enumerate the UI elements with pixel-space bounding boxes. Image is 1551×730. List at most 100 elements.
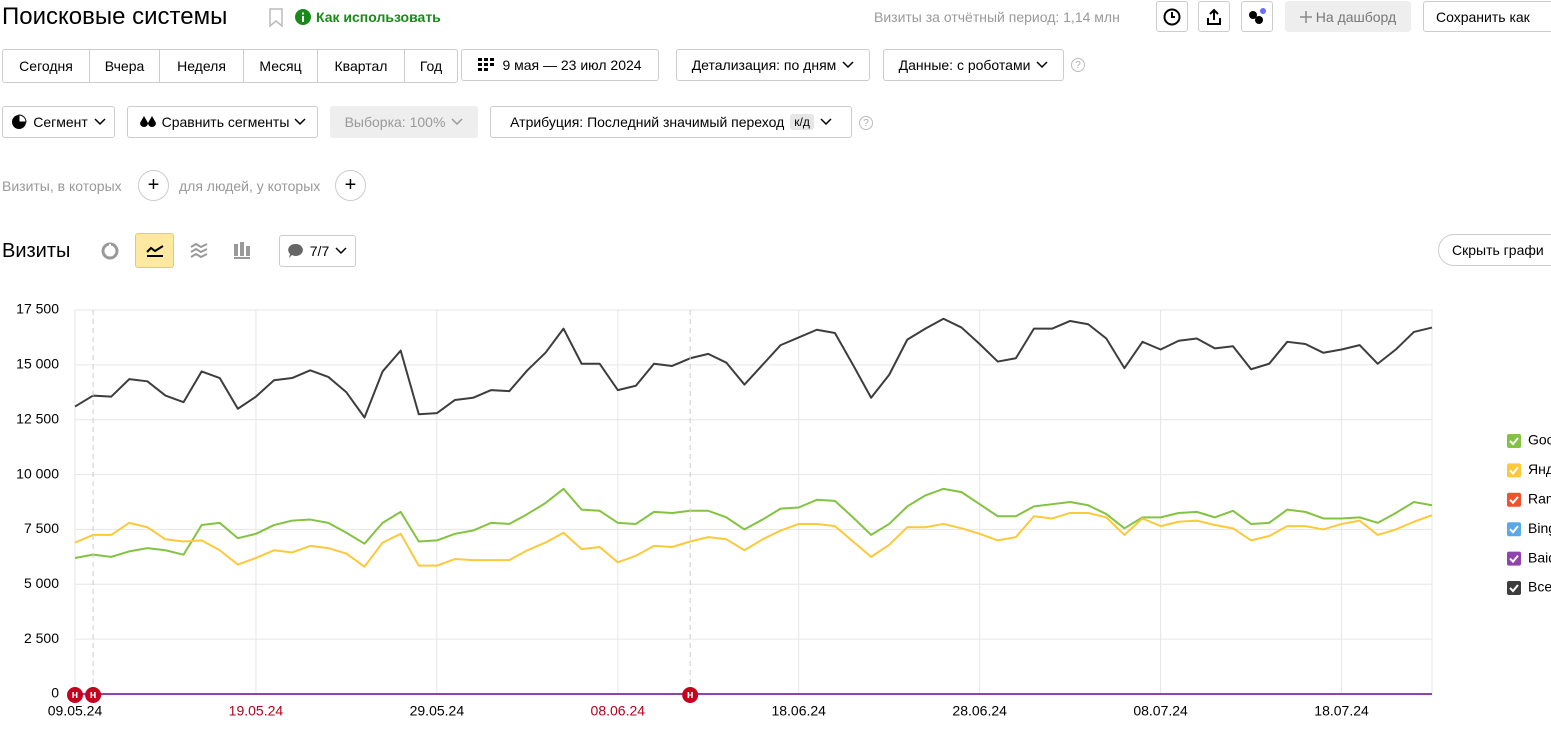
dashboard-button[interactable]: На дашборд [1285, 1, 1411, 32]
legend-label: Ram [1528, 491, 1551, 507]
x-tick-label: 08.06.24 [591, 703, 646, 719]
legend-item[interactable]: Baid [1507, 549, 1551, 566]
legend-label: Янд [1528, 461, 1551, 477]
legend-label: Goo [1528, 432, 1551, 448]
x-tick-label: 18.06.24 [771, 703, 826, 719]
help-icon[interactable]: ? [859, 116, 873, 130]
period-button[interactable]: Год [404, 49, 458, 83]
plot-border [74, 309, 1433, 695]
help-link[interactable]: Как использовать [295, 8, 441, 26]
drops-icon [139, 116, 156, 127]
annotation-marker[interactable] [67, 687, 83, 703]
legend-label: Все [1528, 579, 1551, 595]
clock-icon [1163, 8, 1181, 25]
x-tick-label: 09.05.24 [48, 703, 103, 719]
period-button[interactable]: Месяц [243, 49, 318, 83]
info-icon [295, 9, 311, 25]
legend-check [1509, 437, 1519, 446]
plus-icon [1299, 10, 1312, 23]
data-mode-text: Данные: с роботами [898, 57, 1031, 73]
add-people-condition[interactable]: + [335, 170, 366, 201]
annotations-button[interactable]: 7/7 [279, 235, 356, 267]
help-icon[interactable]: ? [1071, 58, 1085, 72]
detail-text: Детализация: по дням [691, 57, 837, 73]
annotations-count: 7/7 [309, 243, 330, 259]
data-mode-dropdown[interactable]: Данные: с роботами [883, 49, 1064, 81]
area-chart-toggle[interactable] [190, 243, 208, 259]
people-condition-label: для людей, у которых [179, 178, 321, 194]
segment-button[interactable]: Сегмент [2, 106, 115, 138]
x-tick-label: 08.07.24 [1133, 703, 1188, 719]
visits-condition-label: Визиты, в которых [2, 178, 122, 194]
legend-check [1509, 525, 1519, 534]
page-title: Поисковые системы [2, 3, 228, 30]
period-button[interactable]: Сегодня [2, 49, 90, 83]
help-link-text: Как использовать [316, 9, 441, 25]
legend-item[interactable]: Все [1507, 579, 1551, 595]
assistant-button[interactable] [1241, 1, 1273, 32]
period-button[interactable]: Вчера [89, 49, 160, 83]
chevron [451, 118, 463, 126]
chevron [842, 61, 854, 69]
line-icon [146, 245, 164, 257]
attribution-dropdown[interactable]: Атрибуция: Последний значимый переход к/д [490, 106, 852, 138]
save-button[interactable]: Сохранить как [1423, 1, 1551, 32]
export-button[interactable] [1198, 1, 1230, 32]
legend-label: Baid [1528, 549, 1551, 565]
add-visit-condition[interactable]: + [138, 170, 169, 201]
x-tick-label: 29.05.24 [410, 703, 465, 719]
period-button[interactable]: Неделя [159, 49, 244, 83]
chevron [94, 118, 106, 126]
y-tick-label: 10 000 [16, 465, 59, 481]
legend-check [1509, 496, 1519, 505]
line-chart-toggle[interactable] [135, 233, 174, 268]
history-button[interactable] [1156, 1, 1188, 32]
legend-item[interactable]: Goo [1507, 432, 1551, 448]
y-tick-label: 2 500 [24, 630, 59, 646]
legend-checkbox [1507, 522, 1521, 537]
chevron [1036, 61, 1048, 69]
sample-text: Выборка: 100% [344, 114, 446, 130]
chart: 0 2 500 5 000 7 500 10 000 12 500 15 000 17 500… [16, 301, 1551, 719]
legend-check [1509, 584, 1519, 593]
date-range-text: 9 мая — 23 июл 2024 [502, 57, 642, 73]
legend-item[interactable]: Янд [1507, 461, 1551, 478]
export-icon [1207, 8, 1221, 25]
y-tick-label: 17 500 [16, 301, 59, 317]
hide-chart-button[interactable]: Скрыть графи [1438, 234, 1551, 266]
pie-chart-toggle[interactable] [101, 242, 119, 260]
series-line [74, 511, 1433, 568]
bookmark-icon[interactable] [268, 8, 284, 28]
detail-dropdown[interactable]: Детализация: по дням [676, 49, 870, 81]
legend-checkbox [1507, 551, 1521, 566]
period-group: Сегодня Вчера Неделя Месяц Квартал Год [2, 49, 458, 83]
legend-check [1509, 554, 1519, 564]
annotation-marker[interactable] [85, 687, 102, 703]
date-range-button[interactable]: 9 мая — 23 июл 2024 [461, 49, 659, 81]
chart-section-title: Визиты [2, 240, 71, 262]
legend-item[interactable]: Bing [1507, 520, 1551, 537]
x-tick-label: 28.06.24 [952, 703, 1007, 719]
bar-chart-toggle[interactable] [234, 242, 252, 259]
legend-checkbox [1507, 434, 1521, 448]
attribution-text: Атрибуция: Последний значимый переход [510, 114, 785, 130]
comment-icon [287, 243, 303, 258]
legend-item[interactable]: Ram [1507, 491, 1551, 507]
compare-text: Сравнить сегменты [161, 114, 290, 130]
period-button[interactable]: Квартал [317, 49, 405, 83]
segment-text: Сегмент [33, 114, 88, 130]
annotation-label: н [72, 689, 79, 701]
sample-button[interactable]: Выборка: 100% [330, 106, 478, 138]
series-line [74, 317, 1433, 419]
y-tick-label: 12 500 [16, 410, 59, 426]
y-tick-label: 15 000 [16, 356, 59, 372]
y-tick-label: 7 500 [24, 520, 59, 536]
legend-label: Bing [1528, 520, 1551, 536]
annotation-marker[interactable] [682, 687, 699, 703]
compare-button[interactable]: Сравнить сегменты [127, 106, 318, 138]
x-tick-label: 18.07.24 [1314, 703, 1369, 719]
chevron [820, 118, 832, 126]
pie-icon [12, 114, 27, 129]
